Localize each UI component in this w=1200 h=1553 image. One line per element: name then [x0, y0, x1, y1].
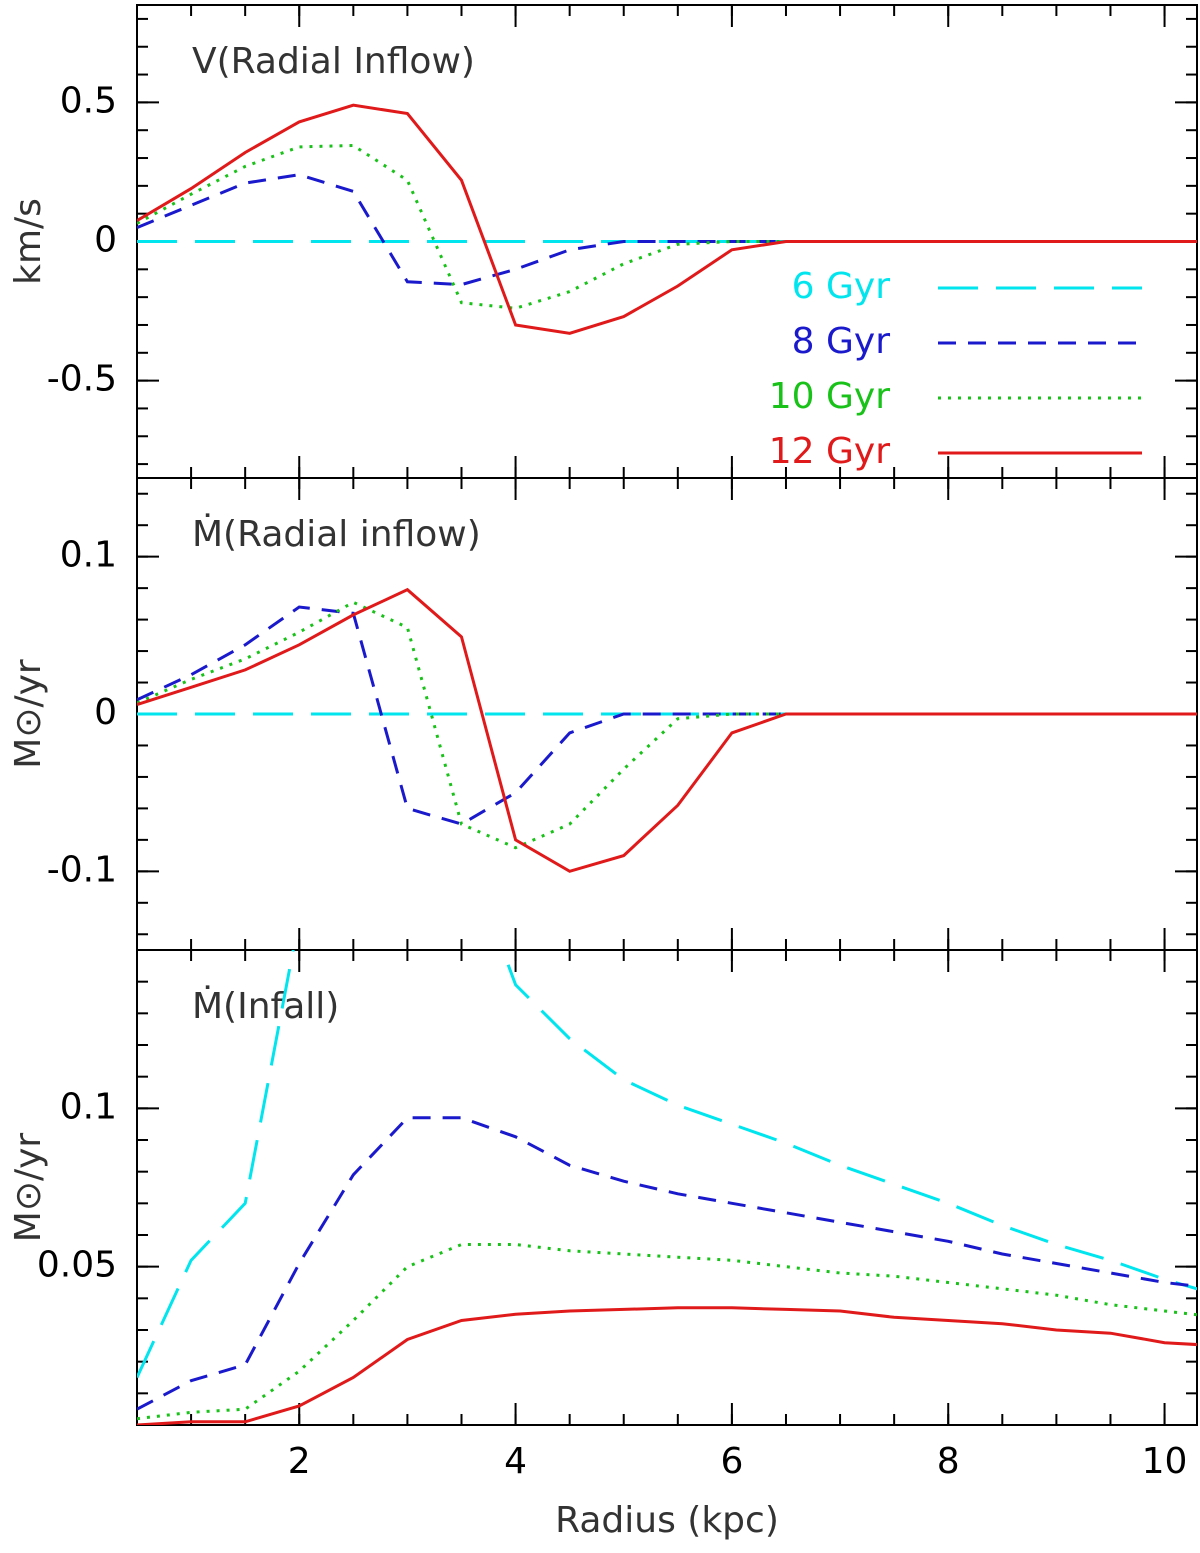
legend-label: 8 Gyr [792, 321, 891, 362]
x-axis-label: Radius (kpc) [555, 1500, 779, 1541]
frame [136, 949, 1198, 1426]
series-line [137, 1243, 1197, 1421]
series-line [137, 950, 1197, 1379]
x-tick-label: 2 [288, 1441, 311, 1482]
x-tick-label: 6 [720, 1441, 743, 1482]
series-line [137, 1306, 1197, 1425]
y-tick-label: 0 [94, 692, 117, 733]
series-line [137, 103, 1197, 335]
y-tick-label: 0.1 [60, 535, 117, 576]
y-axis-label: km/s [8, 198, 49, 285]
y-tick-label: -0.1 [47, 849, 117, 890]
x-tick-label: 4 [504, 1441, 527, 1482]
legend-label: 6 Gyr [792, 266, 891, 307]
y-tick-label: 0.5 [60, 80, 117, 121]
series-line [137, 605, 1197, 826]
series-line [137, 173, 1197, 287]
y-axis-label: M⊙/yr [8, 659, 49, 769]
y-tick-label: 0.05 [37, 1245, 117, 1286]
legend-label: 12 Gyr [769, 431, 890, 472]
panel-title: Ṁ(Infall) [192, 985, 339, 1027]
series-line [137, 1116, 1197, 1411]
y-axis-label: M⊙/yr [8, 1133, 49, 1243]
y-tick-label: 0.1 [60, 1086, 117, 1127]
x-tick-label: 10 [1142, 1441, 1188, 1482]
panel-title: V(Radial Inflow) [192, 41, 475, 82]
series-line [137, 587, 1197, 873]
legend-label: 10 Gyr [769, 376, 890, 417]
series-line [137, 600, 1197, 850]
series-line [137, 143, 1197, 310]
y-tick-label: -0.5 [47, 359, 117, 400]
panel-title: Ṁ(Radial inflow) [192, 513, 481, 555]
y-tick-label: 0 [94, 220, 117, 261]
x-tick-label: 8 [937, 1441, 960, 1482]
